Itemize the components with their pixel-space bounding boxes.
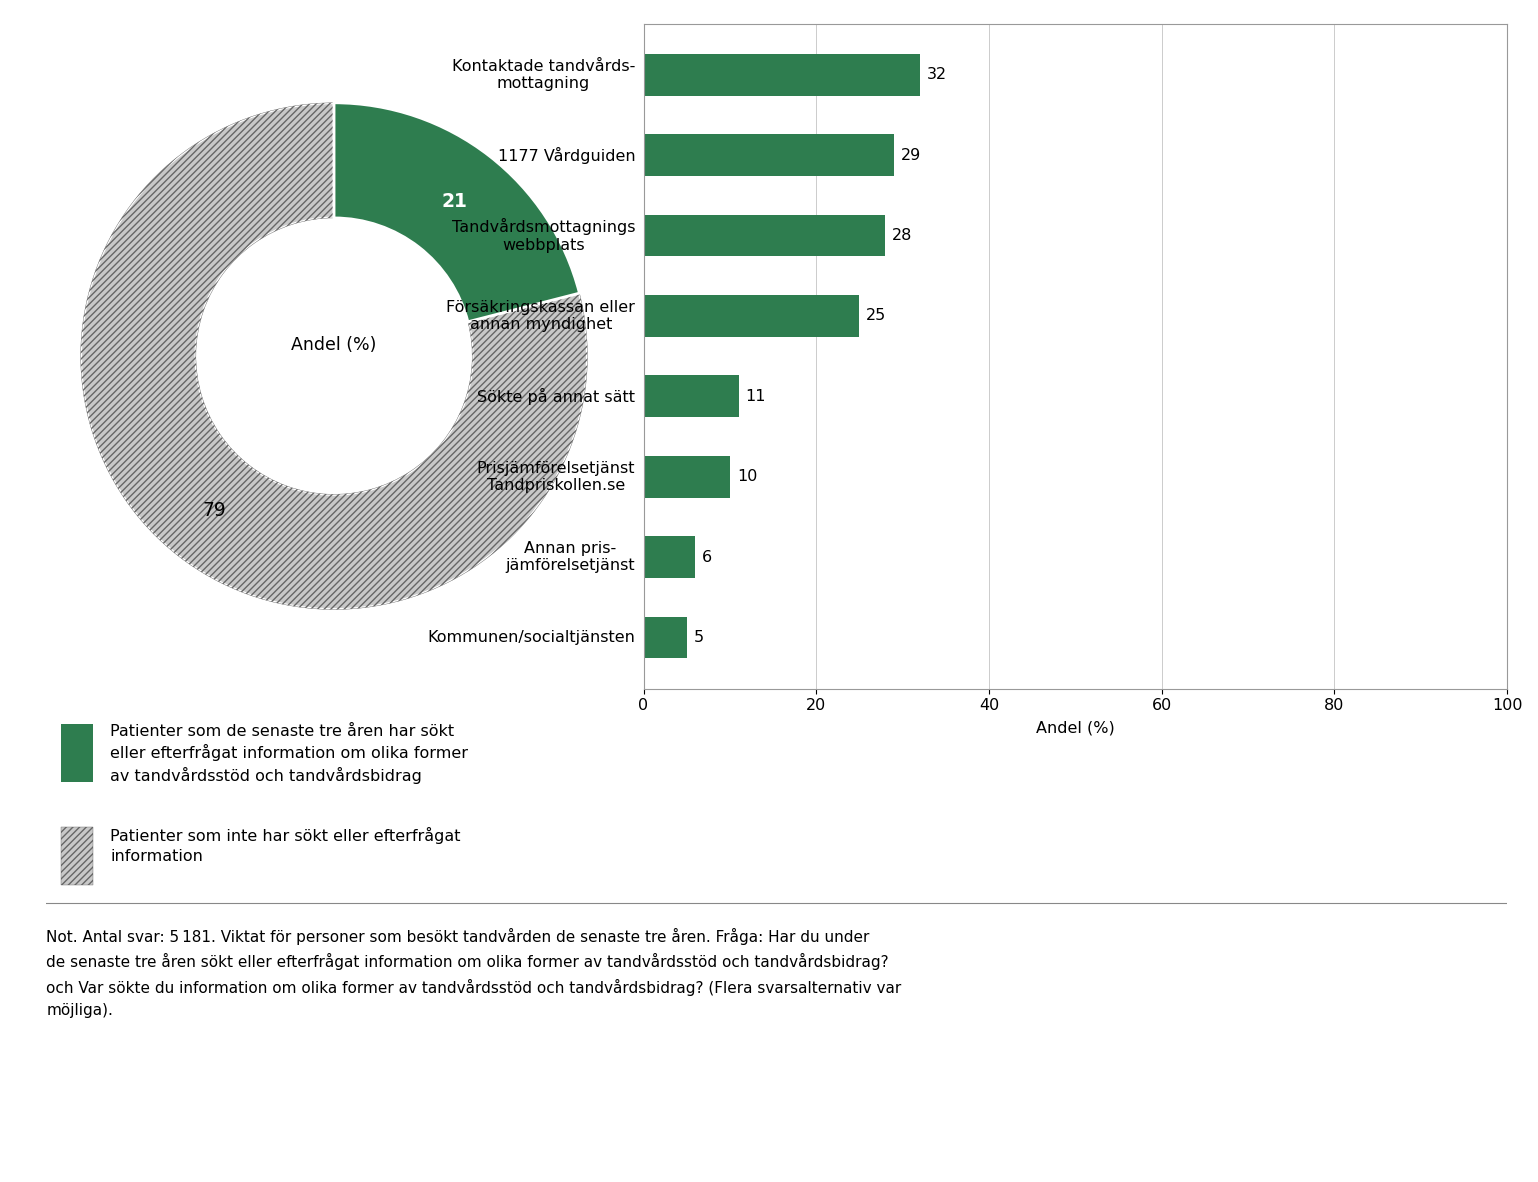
Text: 79: 79 — [201, 501, 226, 520]
Bar — [643, 537, 695, 578]
Text: 11: 11 — [746, 389, 766, 404]
Bar — [643, 617, 687, 658]
Bar — [643, 135, 894, 176]
Wedge shape — [334, 103, 580, 322]
Text: Andel (%): Andel (%) — [291, 336, 377, 353]
Bar — [62, 723, 92, 781]
Text: 21: 21 — [441, 191, 468, 210]
X-axis label: Andel (%): Andel (%) — [1037, 720, 1115, 735]
Text: Patienter som de senaste tre åren har sökt
eller efterfrågat information om olik: Patienter som de senaste tre åren har sö… — [111, 723, 469, 784]
Text: Patienter som inte har sökt eller efterfrågat
information: Patienter som inte har sökt eller efterf… — [111, 827, 461, 864]
Bar — [643, 296, 860, 337]
Text: 32: 32 — [927, 67, 947, 83]
Wedge shape — [80, 103, 588, 610]
Text: Not. Antal svar: 5 181. Viktat för personer som besökt tandvården de senaste tre: Not. Antal svar: 5 181. Viktat för perso… — [46, 928, 901, 1018]
Text: 5: 5 — [694, 630, 704, 645]
Text: 29: 29 — [901, 148, 921, 163]
Bar — [643, 456, 731, 498]
Bar — [643, 54, 920, 96]
Bar — [643, 215, 886, 256]
Bar — [62, 827, 92, 884]
Bar — [643, 376, 738, 417]
Text: 28: 28 — [892, 228, 912, 243]
Text: 6: 6 — [703, 550, 712, 565]
Text: 25: 25 — [866, 309, 886, 324]
Text: 10: 10 — [737, 469, 757, 485]
